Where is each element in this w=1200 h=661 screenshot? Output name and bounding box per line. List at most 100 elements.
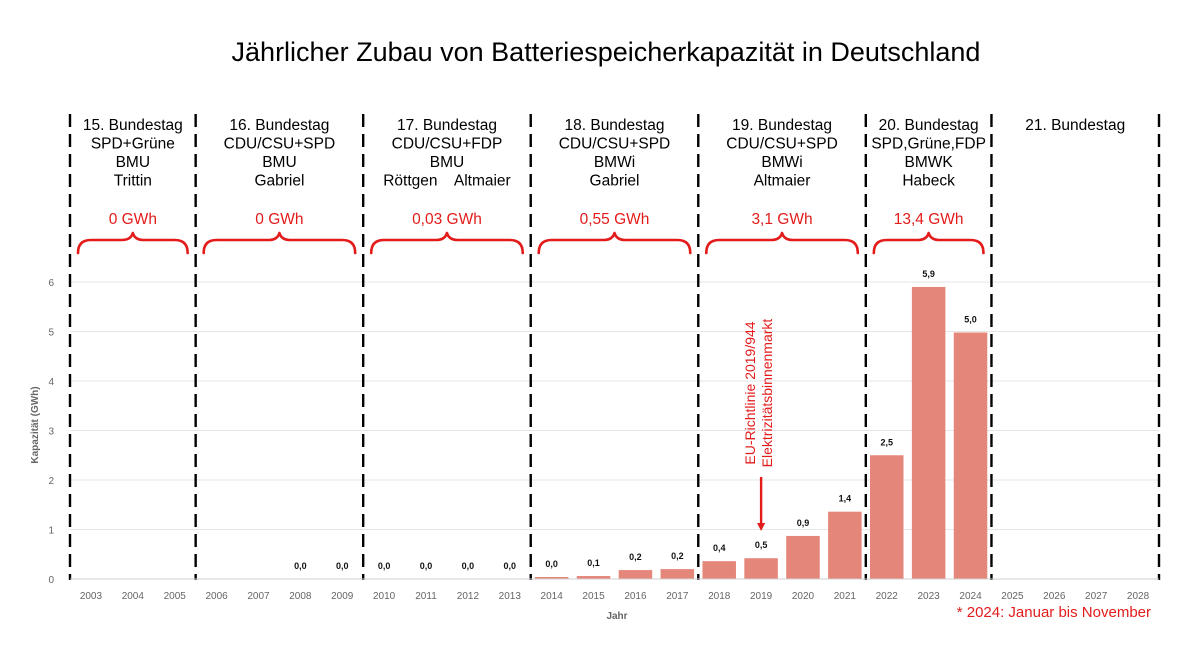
x-tick-label: 2009 xyxy=(331,591,354,602)
data-label: 0,0 xyxy=(336,561,349,571)
term-info-line: CDU/CSU+SPD xyxy=(726,136,838,153)
x-tick-label: 2010 xyxy=(373,591,396,602)
term-info-line: Trittin xyxy=(114,173,152,190)
x-tick-label: 2014 xyxy=(541,591,564,602)
y-axis-label: Kapazität (GWh) xyxy=(30,386,41,463)
term-total: 13,4 GWh xyxy=(894,211,964,228)
term-info-line: 21. Bundestag xyxy=(1025,117,1125,134)
bar xyxy=(534,577,569,579)
term-info-line: BMWi xyxy=(761,154,802,171)
bar xyxy=(576,576,611,579)
y-tick-label: 3 xyxy=(48,427,54,438)
data-label: 5,9 xyxy=(922,269,935,279)
data-label: 0,0 xyxy=(545,559,558,569)
x-tick-label: 2006 xyxy=(205,591,228,602)
x-tick-label: 2024 xyxy=(959,591,982,602)
data-label: 0,2 xyxy=(671,551,684,561)
x-tick-label: 2027 xyxy=(1085,591,1108,602)
term-info-line: BMU xyxy=(262,154,296,171)
data-label: 0,0 xyxy=(294,561,307,571)
x-axis-label: Jahr xyxy=(606,611,627,622)
bar xyxy=(702,561,736,579)
x-tick-label: 2025 xyxy=(1001,591,1024,602)
x-tick-label: 2016 xyxy=(624,591,647,602)
term-info-line: 20. Bundestag xyxy=(879,117,979,134)
bar xyxy=(953,332,988,579)
term-info-line: BMWK xyxy=(905,154,954,171)
term-info-line: BMU xyxy=(430,154,464,171)
data-label: 0,0 xyxy=(420,561,433,571)
x-tick-label: 2012 xyxy=(457,591,480,602)
term-brace xyxy=(537,231,692,255)
term-info-line: Altmaier xyxy=(754,173,811,190)
x-tick-label: 2007 xyxy=(247,591,270,602)
term-total: 0,03 GWh xyxy=(412,211,482,228)
term-info-line: BMU xyxy=(116,154,150,171)
term-info-line: 17. Bundestag xyxy=(397,117,497,134)
term-info-line: Gabriel xyxy=(254,173,304,190)
term-info-line: SPD+Grüne xyxy=(91,136,175,153)
footnote: * 2024: Januar bis November xyxy=(957,604,1151,621)
bar xyxy=(786,535,820,579)
bar xyxy=(828,511,862,579)
chart-title: Jährlicher Zubau von Batteriespeicherkap… xyxy=(232,37,981,67)
term-group: 21. Bundestag xyxy=(1025,117,1125,134)
term-brace xyxy=(76,231,189,255)
data-label: 2,5 xyxy=(880,437,893,447)
bar xyxy=(911,286,946,579)
term-brace xyxy=(202,231,357,255)
term-info-line: Gabriel xyxy=(590,173,640,190)
term-total: 0,55 GWh xyxy=(580,211,650,228)
bar xyxy=(660,569,695,579)
x-tick-label: 2022 xyxy=(876,591,899,602)
term-info-line: SPD,Grüne,FDP xyxy=(871,136,986,153)
x-tick-label: 2013 xyxy=(499,591,522,602)
data-label: 0,4 xyxy=(713,543,726,553)
data-label: 0,5 xyxy=(755,540,768,550)
y-tick-label: 5 xyxy=(48,328,54,339)
data-label: 0,0 xyxy=(462,561,475,571)
term-brace xyxy=(369,231,525,255)
gridlines xyxy=(70,281,1159,530)
bar xyxy=(869,455,904,579)
data-label: 0,9 xyxy=(797,518,810,528)
term-info-line: Habeck xyxy=(902,173,955,190)
term-total: 0 GWh xyxy=(109,211,157,228)
x-tick-label: 2008 xyxy=(289,591,312,602)
term-info-line: Röttgen Altmaier xyxy=(383,173,511,190)
term-info-line: CDU/CSU+FDP xyxy=(392,136,503,153)
eu-directive-annotation: EU-Richtlinie 2019/944 Elektrizitätsbinne… xyxy=(742,319,775,531)
data-label: 0,0 xyxy=(504,561,517,571)
y-tick-label: 4 xyxy=(48,377,54,388)
y-tick-label: 2 xyxy=(48,476,54,487)
x-tick-label: 2020 xyxy=(792,591,815,602)
x-tick-label: 2023 xyxy=(918,591,941,602)
bars: 0,0 0,0 0,0 0,0 0,0 0,0 0,0 0,1 0,2 0,2 0,4 0,5 0,9 1… xyxy=(294,269,988,579)
data-label: 0,2 xyxy=(629,552,642,562)
x-tick-label: 2011 xyxy=(415,591,437,602)
x-tick-label: 2021 xyxy=(834,591,857,602)
y-tick-label: 1 xyxy=(48,526,54,537)
annotation-line: Elektrizitätsbinnenmarkt xyxy=(759,319,775,468)
term-total: 0 GWh xyxy=(255,211,303,228)
term-info-line: CDU/CSU+SPD xyxy=(559,136,671,153)
x-tick-label: 2005 xyxy=(164,591,187,602)
data-label: 0,0 xyxy=(378,561,391,571)
bar xyxy=(744,558,778,579)
x-tick-label: 2003 xyxy=(80,591,103,602)
term-info-line: CDU/CSU+SPD xyxy=(224,136,336,153)
x-tick-label: 2017 xyxy=(666,591,689,602)
term-info-line: BMWi xyxy=(594,154,635,171)
term-separators xyxy=(68,114,1161,580)
term-info-line: 15. Bundestag xyxy=(83,117,183,134)
term-brace xyxy=(872,231,985,255)
data-label: 5,0 xyxy=(964,314,977,324)
x-tick-label: 2015 xyxy=(582,591,605,602)
term-info-line: 19. Bundestag xyxy=(732,117,832,134)
